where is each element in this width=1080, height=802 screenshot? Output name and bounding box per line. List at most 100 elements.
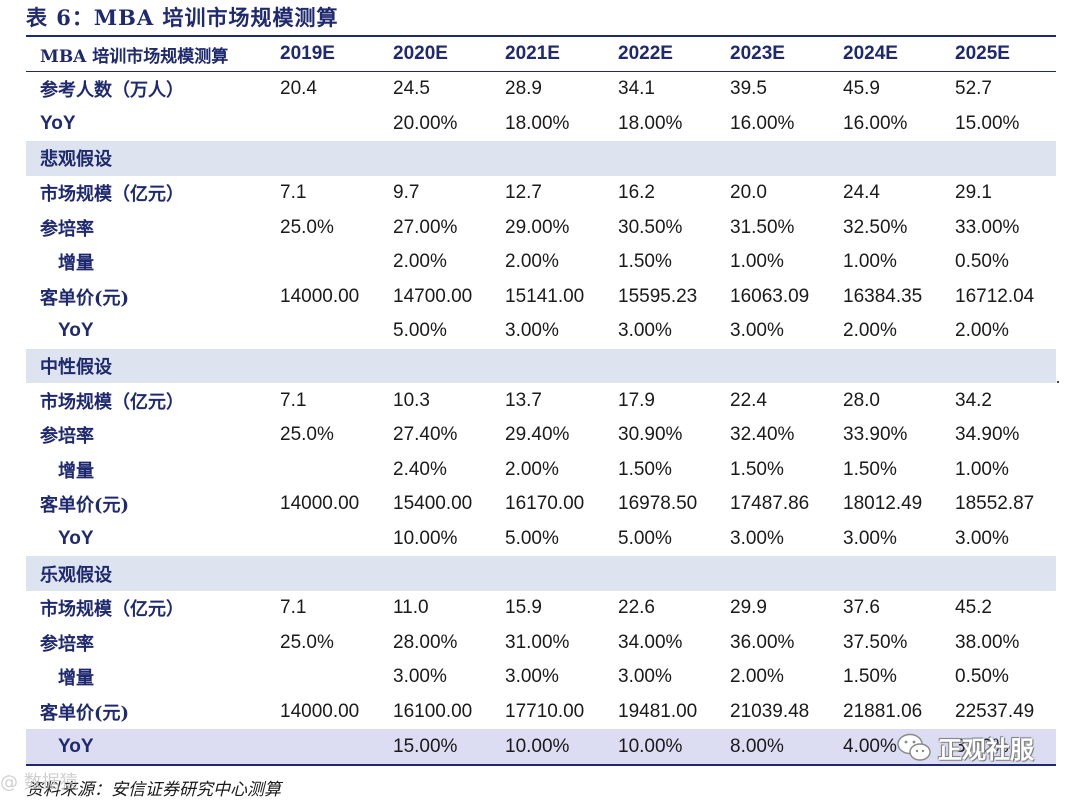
value-cell: 27.40% [393, 424, 458, 446]
value-cell: 15.00% [955, 112, 1020, 134]
row-label: 增量 [58, 253, 94, 275]
row-label: 增量 [58, 668, 94, 690]
value-cell: 15.00% [387, 729, 499, 766]
row-label: 参培率 [40, 426, 94, 448]
value-cell: 3.00% [730, 528, 784, 550]
value-cell: 27.00% [393, 216, 458, 238]
value-cell: 14000.00 [280, 285, 360, 307]
wechat-icon [897, 733, 931, 761]
value-cell [612, 556, 724, 591]
value-cell: 2.00% [393, 251, 447, 273]
value-cell [724, 141, 837, 176]
value-cell: 2.00% [843, 320, 897, 342]
value-cell [499, 348, 612, 384]
value-cell: 13.7 [505, 389, 542, 411]
value-cell: 3.00% [618, 666, 672, 688]
value-cell [612, 141, 724, 176]
row-label: YoY [58, 528, 94, 550]
value-cell [274, 348, 387, 384]
value-cell: 18012.49 [843, 493, 923, 515]
value-cell: 24.5 [393, 78, 430, 100]
value-cell: 16.00% [843, 112, 908, 134]
value-cell: 33.90% [843, 424, 908, 446]
value-cell: 34.2 [955, 389, 992, 411]
row-label: 市场规模（亿元） [40, 391, 184, 413]
value-cell: 22.4 [730, 389, 767, 411]
value-cell: 45.9 [843, 78, 880, 100]
value-cell: 18552.87 [955, 493, 1035, 515]
table-row: 市场规模（亿元） 7.1 11.0 15.9 22.6 29.9 37.6 45.2 [26, 591, 1056, 626]
table-row: 增量 2.40% 2.00% 1.50% 1.50% 1.50% 1.00% [26, 453, 1056, 488]
value-cell: 17.9 [618, 389, 655, 411]
value-cell: 31.00% [505, 631, 570, 653]
row-label: YoY [58, 320, 94, 342]
value-cell: 7.1 [280, 182, 307, 204]
row-label: 参培率 [40, 218, 94, 240]
value-cell [499, 556, 612, 591]
table-row: YoY 15.00% 10.00% 10.00% 8.00% 4.00% 3.00% [26, 729, 1056, 766]
value-cell: 16978.50 [618, 493, 698, 515]
table-row: 市场规模（亿元） 7.1 9.7 12.7 16.2 20.0 24.4 29.1 [26, 176, 1056, 211]
value-cell: 14000.00 [280, 700, 360, 722]
stray-mark [1057, 381, 1059, 383]
value-cell: 20.0 [730, 182, 767, 204]
header-year-cell: 2020E [387, 35, 499, 72]
value-cell: 5.00% [393, 320, 447, 342]
table-row: 参培率 25.0% 27.40% 29.40% 30.90% 32.40% 33.90% 34… [26, 418, 1056, 453]
value-cell: 1.50% [843, 458, 897, 480]
value-cell: 15141.00 [505, 285, 585, 307]
value-cell: 25.0% [280, 631, 334, 653]
value-cell [837, 348, 949, 384]
value-cell [274, 522, 387, 557]
value-cell: 0.50% [955, 251, 1009, 273]
value-cell: 16384.35 [843, 285, 923, 307]
value-cell: 15595.23 [618, 285, 698, 307]
value-cell: 18.00% [618, 112, 683, 134]
value-cell: 30.90% [618, 424, 683, 446]
value-cell: 20.4 [280, 78, 317, 100]
value-cell: 19481.00 [618, 700, 698, 722]
value-cell: 32.50% [843, 216, 908, 238]
header-year-cell: 2022E [612, 35, 724, 72]
value-cell: 4.00% [837, 729, 949, 766]
value-cell: 22.6 [618, 597, 655, 619]
value-cell: 1.00% [843, 251, 897, 273]
value-cell: 2.00% [505, 251, 559, 273]
value-cell [837, 556, 949, 591]
value-cell: 39.5 [730, 78, 767, 100]
value-cell: 36.00% [730, 631, 795, 653]
value-cell: 37.6 [843, 597, 880, 619]
value-cell: 17487.86 [730, 493, 810, 515]
value-cell: 1.00% [955, 458, 1009, 480]
value-cell: 29.1 [955, 182, 992, 204]
value-cell [274, 141, 387, 176]
row-label: 客单价(元) [40, 287, 130, 309]
header-year-cell: 2023E [724, 35, 837, 72]
value-cell [274, 660, 387, 695]
value-cell [274, 556, 387, 591]
watermark-left: @ 数据猿 [0, 772, 78, 793]
value-cell: 17710.00 [505, 700, 585, 722]
market-size-table: MBA 培训市场规模测算 2019E 2020E 2021E 2022E 2023E 202… [26, 35, 1056, 766]
value-cell [387, 348, 499, 384]
value-cell: 25.0% [280, 216, 334, 238]
value-cell: 10.3 [393, 389, 430, 411]
value-cell [387, 556, 499, 591]
value-cell: 5.00% [505, 528, 559, 550]
watermark-right: 正观社服 [896, 730, 1034, 765]
value-cell [612, 348, 724, 384]
value-cell: 3.00% [730, 320, 784, 342]
value-cell: 1.50% [618, 458, 672, 480]
value-cell: 1.50% [843, 666, 897, 688]
value-cell: 9.7 [393, 182, 420, 204]
value-cell: 0.50% [955, 666, 1009, 688]
value-cell: 25.0% [280, 424, 334, 446]
value-cell: 5.00% [618, 528, 672, 550]
value-cell: 16063.09 [730, 285, 810, 307]
value-cell [949, 348, 1056, 384]
value-cell: 1.50% [618, 251, 672, 273]
table-row: 增量 2.00% 2.00% 1.50% 1.00% 1.00% 0.50% [26, 245, 1056, 280]
header-year-cell: 2025E [949, 35, 1056, 72]
value-cell: 16170.00 [505, 493, 585, 515]
value-cell: 28.00% [393, 631, 458, 653]
